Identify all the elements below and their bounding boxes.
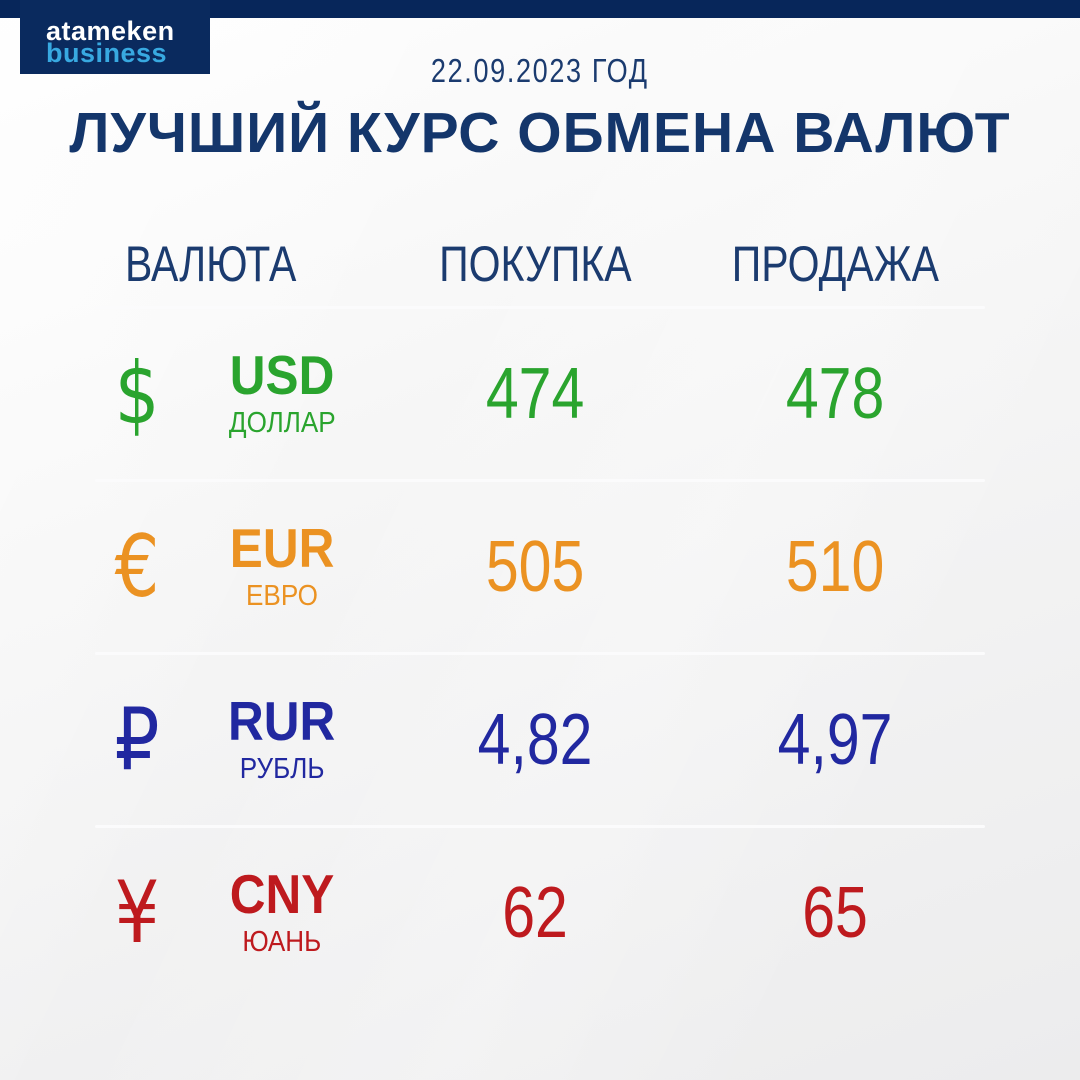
currency-cell-rur: ₽ RUR РУБЛЬ	[95, 655, 385, 825]
atameken-business-logo: atameken business	[20, 0, 210, 74]
exchange-rate-table: ВАЛЮТА ПОКУПКА ПРОДАЖА $ USD ДОЛЛАР 474 …	[95, 222, 985, 998]
currency-names-rur: RUR РУБЛЬ	[179, 689, 385, 787]
table-header-row: ВАЛЮТА ПОКУПКА ПРОДАЖА	[95, 222, 985, 306]
currency-code: CNY	[229, 862, 335, 925]
currency-cell-eur: € EUR ЕВРО	[95, 482, 385, 652]
top-navy-strip	[0, 0, 1080, 18]
table-row-eur: € EUR ЕВРО 505 510	[95, 482, 985, 652]
row-divider	[95, 306, 985, 309]
currency-name: ДОЛЛАР	[228, 406, 336, 439]
dollar-icon: $	[114, 344, 160, 444]
sell-rate-usd: 478	[785, 354, 885, 434]
ruble-icon: ₽	[114, 690, 160, 790]
buy-rate-rur: 4,82	[477, 700, 593, 780]
currency-names-cny: CNY ЮАНЬ	[179, 862, 385, 960]
yuan-icon: ¥	[114, 863, 160, 963]
logo-text-business: business	[46, 38, 168, 68]
currency-names-eur: EUR ЕВРО	[179, 516, 385, 614]
buy-rate-usd: 474	[485, 354, 585, 434]
currency-code: USD	[229, 343, 335, 406]
table-row-rur: ₽ RUR РУБЛЬ 4,82 4,97	[95, 655, 985, 825]
column-header-sell: ПРОДАЖА	[731, 236, 939, 292]
column-header-currency: ВАЛЮТА	[125, 236, 297, 292]
page-title: ЛУЧШИЙ КУРС ОБМЕНА ВАЛЮТ	[69, 101, 1011, 165]
table-row-usd: $ USD ДОЛЛАР 474 478	[95, 309, 985, 479]
sell-rate-eur: 510	[785, 527, 885, 607]
row-divider	[95, 652, 985, 655]
currency-name: РУБЛЬ	[239, 752, 325, 785]
currency-code: RUR	[228, 689, 336, 752]
date-label: 22.09.2023 ГОД	[431, 52, 649, 89]
sell-rate-rur: 4,97	[777, 700, 893, 780]
row-divider	[95, 479, 985, 482]
currency-name: ЮАНЬ	[242, 925, 322, 958]
sell-rate-cny: 65	[802, 873, 868, 953]
currency-name: ЕВРО	[246, 579, 318, 612]
currency-code: EUR	[229, 516, 335, 579]
euro-icon: €	[114, 517, 160, 617]
buy-rate-eur: 505	[485, 527, 585, 607]
column-header-buy: ПОКУПКА	[438, 236, 632, 292]
buy-rate-cny: 62	[502, 873, 568, 953]
table-row-cny: ¥ CNY ЮАНЬ 62 65	[95, 828, 985, 998]
currency-cell-usd: $ USD ДОЛЛАР	[95, 309, 385, 479]
row-divider	[95, 825, 985, 828]
currency-cell-cny: ¥ CNY ЮАНЬ	[95, 828, 385, 998]
currency-names-usd: USD ДОЛЛАР	[179, 343, 385, 441]
logo-text-atameken: atameken	[46, 16, 175, 46]
